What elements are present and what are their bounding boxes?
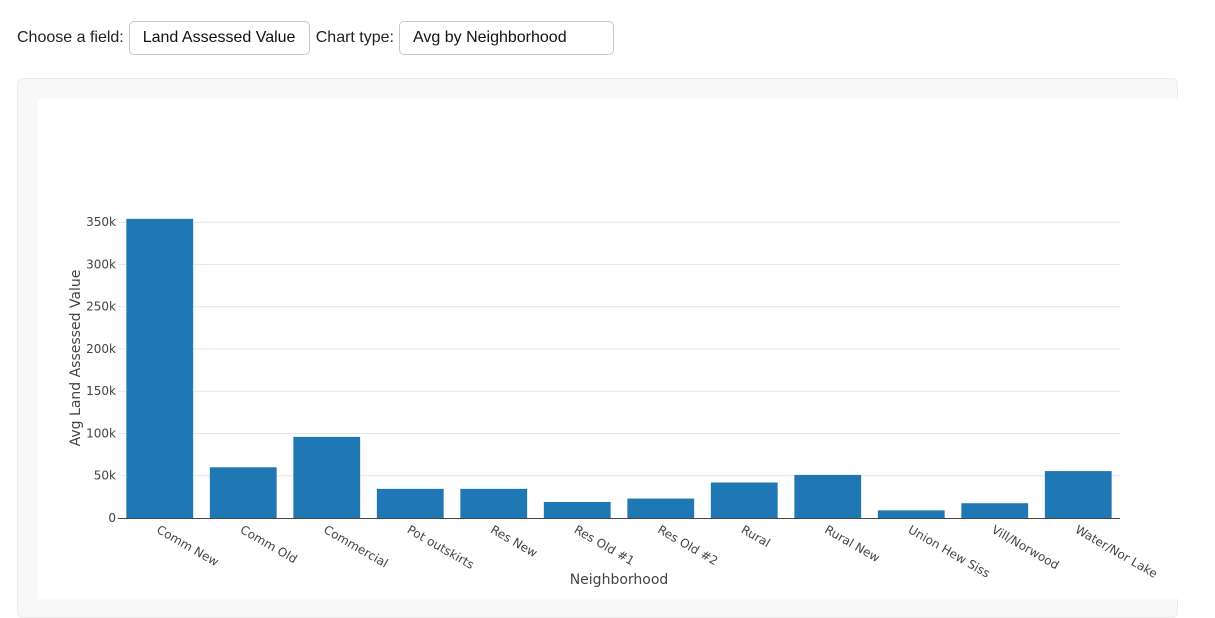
controls-bar: Choose a field: Land Assessed Value Char… — [17, 21, 620, 55]
bar — [209, 467, 277, 518]
x-tick-label: Vill/Norwood — [989, 522, 1061, 572]
bar — [543, 501, 611, 518]
bar — [627, 498, 695, 518]
bar — [460, 488, 528, 518]
bar — [1044, 471, 1112, 518]
bar — [293, 436, 361, 518]
field-label: Choose a field: — [17, 29, 124, 46]
x-tick-label: Comm New — [154, 522, 221, 569]
y-tick-label: 300k — [86, 257, 116, 271]
x-tick-label: Union Hew Siss — [906, 522, 993, 580]
bar — [376, 488, 444, 518]
x-tick-label: Comm Old — [238, 522, 300, 566]
x-tick-label: Res New — [488, 522, 540, 560]
y-tick-label: 250k — [86, 300, 116, 314]
chart-type-label: Chart type: — [315, 29, 394, 46]
x-tick-label: Pot outskirts — [405, 522, 477, 571]
x-tick-label: Commercial — [321, 522, 390, 570]
bar — [961, 503, 1029, 518]
bar-chart: 0 50k 100k 150k 200k 250k 300k 350k Comm New Comm… — [68, 215, 1160, 588]
field-select[interactable]: Land Assessed Value — [128, 21, 310, 55]
bar — [794, 474, 862, 518]
chart-type-select[interactable]: Avg by Neighborhood — [399, 21, 614, 55]
y-tick-label: 100k — [86, 426, 116, 440]
x-tick-label: Res Old #2 — [655, 522, 720, 568]
y-axis-title: Avg Land Assessed Value — [68, 270, 84, 447]
y-tick-label: 350k — [86, 215, 116, 229]
y-tick-label: 150k — [86, 384, 116, 398]
bar — [126, 218, 194, 518]
y-tick-label: 50k — [94, 469, 116, 483]
x-tick-label: Res Old #1 — [572, 522, 637, 568]
y-tick-label: 200k — [86, 342, 116, 356]
x-axis-title: Neighborhood — [570, 572, 669, 588]
bar — [877, 510, 945, 518]
x-tick-label: Water/Nor Lake — [1073, 522, 1160, 580]
bar — [710, 482, 778, 518]
x-tick-label: Rural New — [822, 522, 882, 565]
x-tick-label: Rural — [739, 522, 773, 550]
y-tick-label: 0 — [108, 511, 116, 525]
